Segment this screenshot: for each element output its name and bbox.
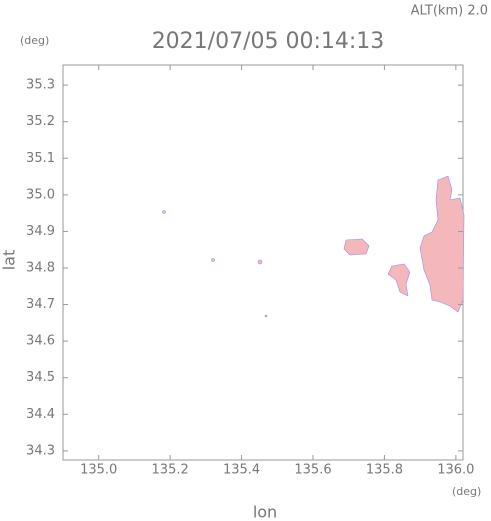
echo: [264, 314, 268, 318]
y-tick-label: 34.6: [26, 334, 55, 349]
y-unit: (deg): [20, 34, 49, 47]
altitude-label: ALT(km) 2.0: [411, 4, 488, 19]
x-tick-label: 135.2: [152, 463, 189, 478]
x-tick-label: 135.4: [223, 463, 260, 478]
y-tick-label: 35.2: [26, 114, 55, 129]
chart-title: 2021/07/05 00:14:13: [152, 29, 385, 54]
x-axis-label: lon: [253, 503, 277, 521]
echo: [343, 238, 370, 256]
y-tick-label: 34.9: [26, 224, 55, 239]
y-tick-label: 35.1: [26, 151, 55, 166]
y-axis-label: lat: [0, 250, 19, 271]
echo: [162, 210, 166, 214]
y-tick-label: 34.4: [26, 407, 55, 422]
echo: [211, 258, 215, 262]
echo: [387, 263, 411, 297]
x-tick-label: 136.0: [437, 463, 474, 478]
x-tick-label: 135.8: [366, 463, 403, 478]
y-tick-label: 34.8: [26, 260, 55, 275]
y-tick-label: 35.3: [26, 78, 55, 93]
y-tick-label: 34.5: [26, 370, 55, 385]
y-tick-label: 34.3: [26, 443, 55, 458]
radar-echoes: [162, 175, 465, 318]
y-tick-label: 35.0: [26, 187, 55, 202]
echo: [257, 259, 263, 265]
x-unit: (deg): [452, 485, 481, 498]
echo: [419, 175, 465, 313]
plot-frame: [62, 64, 464, 461]
x-tick-label: 135.6: [294, 463, 331, 478]
x-tick-label: 135.0: [80, 463, 117, 478]
y-tick-label: 34.7: [26, 297, 55, 312]
